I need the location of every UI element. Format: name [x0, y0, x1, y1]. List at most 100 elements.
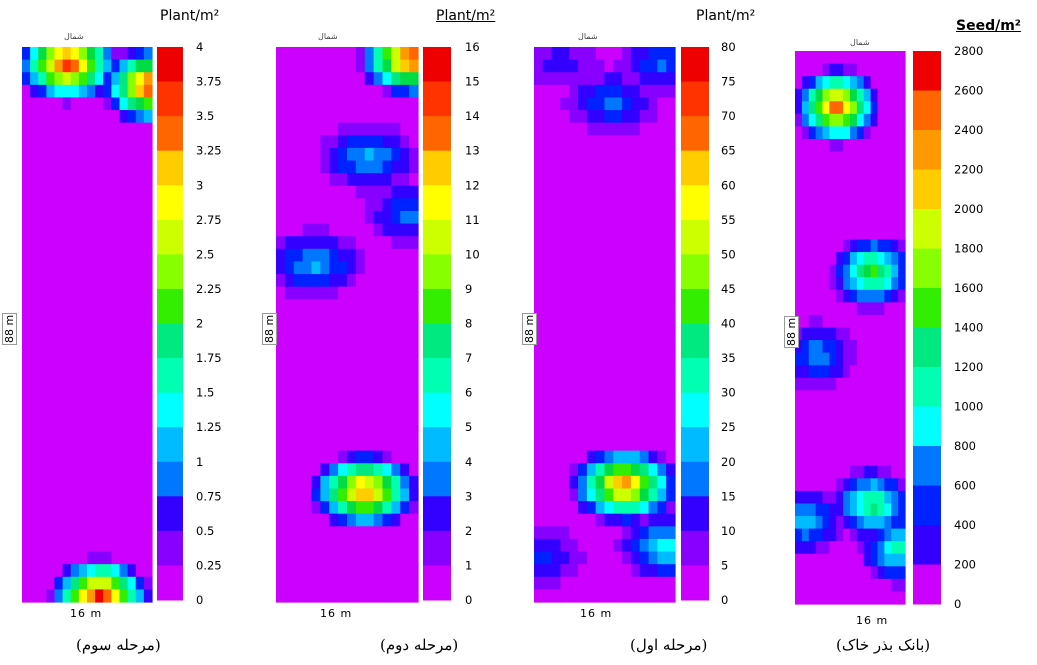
heatmap-cell — [135, 147, 145, 162]
heatmap-cell — [884, 226, 892, 241]
heatmap-cell — [30, 538, 39, 553]
heatmap-cell — [382, 47, 392, 61]
heatmap-cell — [657, 173, 667, 187]
heatmap-cell — [38, 84, 47, 99]
heatmap-cell — [119, 84, 129, 99]
heatmap-cell — [78, 425, 88, 439]
heatmap-cell — [391, 198, 401, 212]
heatmap-cell — [293, 236, 304, 250]
heatmap-cell — [569, 110, 579, 124]
heatmap-cell — [119, 551, 129, 565]
heatmap-cell — [347, 72, 357, 86]
heatmap-cell — [284, 400, 295, 414]
heatmap-cell — [856, 440, 865, 454]
heatmap-cell — [850, 340, 858, 354]
heatmap-cell — [822, 402, 830, 417]
heatmap-cell — [542, 564, 553, 578]
heatmap-cell — [639, 110, 650, 124]
heatmap-cell — [311, 286, 321, 300]
heatmap-cell — [795, 365, 803, 379]
heatmap-cell — [657, 110, 667, 124]
heatmap-cell — [815, 63, 824, 77]
heatmap-cell — [364, 160, 375, 174]
heatmap-cell — [630, 362, 641, 376]
colorbar-segment — [423, 185, 451, 221]
heatmap-cell — [622, 122, 632, 136]
heatmap-cell — [795, 214, 803, 228]
heatmap-cell — [657, 349, 667, 363]
heatmap-cell — [604, 450, 614, 464]
heatmap-cell — [119, 564, 129, 578]
heatmap-cell — [891, 377, 899, 391]
heatmap-cell — [586, 299, 597, 313]
heatmap-cell — [863, 578, 872, 593]
heatmap-cell — [560, 425, 570, 439]
heatmap-cell — [801, 314, 810, 329]
heatmap-cell — [569, 475, 579, 490]
heatmap-cell — [143, 488, 153, 502]
heatmap-cell — [622, 538, 632, 553]
heatmap-cell — [302, 513, 313, 527]
heatmap-cell — [595, 450, 606, 464]
heatmap-cell — [276, 286, 286, 300]
colorbar-tick-label: 3.75 — [196, 75, 222, 89]
heatmap-cell — [95, 589, 104, 603]
heatmap-cell — [534, 400, 544, 414]
heatmap-cell — [78, 337, 88, 351]
heatmap-cell — [364, 538, 375, 553]
heatmap-cell — [143, 324, 153, 338]
heatmap-cell — [863, 352, 872, 366]
heatmap-cell — [320, 501, 330, 515]
heatmap-cell — [364, 463, 375, 477]
heatmap-cell — [364, 261, 375, 275]
heatmap-cell — [355, 475, 366, 490]
heatmap-cell — [884, 566, 892, 580]
heatmap-cell — [836, 189, 844, 203]
heatmap-cell — [815, 164, 824, 178]
heatmap-cell — [338, 551, 348, 565]
heatmap-cell — [400, 122, 410, 136]
heatmap-cell — [320, 463, 330, 477]
heatmap-cell — [87, 526, 96, 540]
heatmap-cell — [284, 349, 295, 363]
heatmap-cell — [534, 362, 544, 376]
colorbar-tick-label: 16 — [465, 40, 480, 54]
heatmap-cell — [95, 526, 104, 540]
heatmap-cell — [666, 59, 676, 73]
heatmap-cell — [95, 488, 104, 502]
heatmap-cell — [801, 528, 810, 542]
heatmap-cell — [391, 248, 401, 263]
heatmap-cell — [829, 415, 837, 429]
heatmap-cell — [78, 400, 88, 414]
heatmap-cell — [666, 236, 676, 250]
heatmap-cell — [382, 564, 392, 578]
heatmap-cell — [822, 503, 830, 517]
heatmap-cell — [595, 210, 606, 225]
heatmap-cell — [302, 97, 313, 111]
heatmap-cell — [836, 591, 844, 605]
heatmap-cell — [302, 223, 313, 237]
heatmap-cell — [382, 450, 392, 464]
heatmap-cell — [801, 189, 810, 203]
heatmap-cell — [409, 248, 419, 263]
heatmap-cell — [293, 349, 304, 363]
heatmap-cell — [382, 374, 392, 389]
heatmap-cell — [119, 589, 129, 603]
heatmap-cell — [808, 88, 817, 102]
heatmap-cell — [54, 248, 64, 263]
heatmap-cell — [863, 503, 872, 517]
heatmap-cell — [622, 198, 632, 212]
heatmap-cell — [836, 516, 844, 530]
heatmap-cell — [863, 277, 872, 291]
heatmap-cell — [829, 214, 837, 228]
panel-stage2: Plant/m² شمال 16 15 14 13 12 11 10 9 8 7 6 5 4 3 2 1 0 8… — [260, 0, 520, 665]
heatmap-cell — [586, 135, 597, 149]
heatmap-cell — [38, 248, 47, 263]
heatmap-cell — [62, 589, 72, 603]
heatmap-cell — [54, 551, 64, 565]
heatmap-cell — [657, 47, 667, 61]
heatmap-cell — [355, 311, 366, 326]
heatmap-cell — [648, 147, 658, 162]
heatmap-cell — [95, 463, 104, 477]
heatmap-cell — [143, 135, 153, 149]
